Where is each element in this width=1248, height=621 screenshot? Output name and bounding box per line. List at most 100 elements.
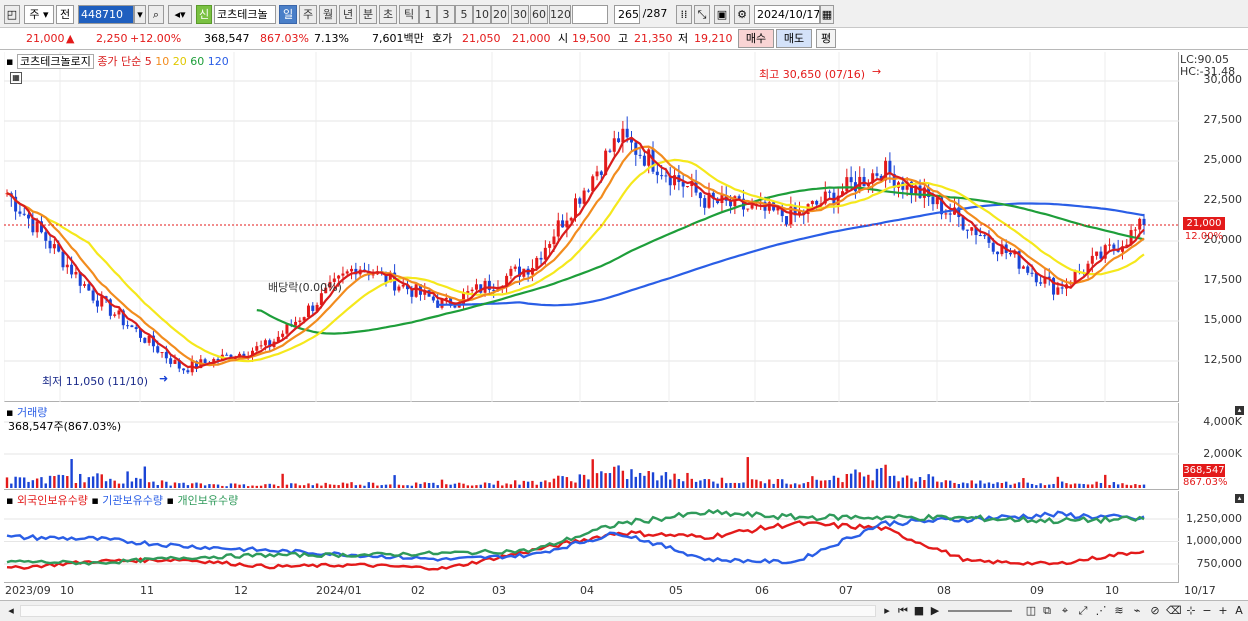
volume-bar: [122, 483, 125, 488]
interval-20[interactable]: 20: [491, 5, 509, 24]
count-input[interactable]: 265: [614, 5, 640, 24]
volume-bar: [440, 479, 444, 488]
y-tick: 750,000: [1196, 557, 1243, 570]
interval-custom-input[interactable]: [572, 5, 608, 24]
save-icon[interactable]: ▣: [714, 5, 730, 24]
interval-60[interactable]: 60: [530, 5, 548, 24]
speaker-icon[interactable]: ◂▾: [168, 5, 192, 24]
close-pane-icon[interactable]: ▴: [1235, 406, 1244, 415]
volume-bar: [742, 482, 745, 488]
candle-body: [1090, 255, 1094, 264]
ma120-line: [437, 202, 1145, 307]
scroll-right-icon[interactable]: ▸: [884, 604, 890, 617]
period-day[interactable]: 일: [279, 5, 297, 24]
sell-button[interactable]: 매도: [776, 29, 812, 48]
date-input[interactable]: 2024/10/17: [754, 5, 820, 24]
avg-button[interactable]: 평: [816, 29, 836, 48]
volume-bar: [173, 482, 177, 488]
volume-bar: [1060, 481, 1064, 488]
font-size-icon[interactable]: A: [1235, 604, 1243, 617]
volume-bar: [96, 473, 99, 488]
cursor-icon[interactable]: ⌖: [1061, 604, 1069, 617]
zoom-in-icon[interactable]: +: [1218, 604, 1228, 617]
interval-120[interactable]: 120: [549, 5, 571, 24]
copy-icon[interactable]: ⧉: [1043, 604, 1051, 617]
volume-bar: [888, 476, 892, 488]
period-week[interactable]: 주: [299, 5, 317, 24]
stock-code-input[interactable]: 448710: [78, 5, 134, 24]
grid-icon[interactable]: ⁞⁞: [676, 5, 692, 24]
candle-body: [737, 196, 741, 199]
volume-bar: [832, 475, 836, 488]
eraser-icon[interactable]: ⌫: [1166, 604, 1182, 617]
volume-bar: [811, 476, 814, 488]
candle-body: [845, 177, 849, 192]
low-arrow-icon: ➜: [159, 372, 169, 385]
table-toggle-icon[interactable]: ▦: [10, 72, 22, 84]
rewind-icon[interactable]: ⏮: [898, 604, 908, 617]
volume-pct: 867.03%: [260, 32, 309, 45]
volume-bar: [656, 480, 659, 488]
draw-icon[interactable]: ⤡: [694, 5, 710, 24]
zoom-box-icon[interactable]: ◫: [1025, 604, 1037, 617]
zoom-out-icon[interactable]: −: [1202, 604, 1212, 617]
stop-icon[interactable]: ■: [913, 604, 925, 617]
interval-5[interactable]: 5: [455, 5, 473, 24]
ma-60: 60: [190, 55, 205, 68]
volume-pane[interactable]: ▪ 거래량 368,547주(867.03%): [4, 403, 1179, 490]
volume-bar: [849, 473, 853, 488]
volume-bar: [238, 484, 241, 488]
line-icon[interactable]: ⤢: [1078, 604, 1088, 617]
text-icon[interactable]: ⌁: [1133, 604, 1141, 617]
scroll-track[interactable]: [20, 605, 876, 617]
volume-bar: [750, 479, 754, 488]
interval-3[interactable]: 3: [437, 5, 455, 24]
candle-body: [57, 244, 61, 252]
price-pane[interactable]: ▪ 코츠테크놀로지 종가 단순 5 10 20 60 120 ▦ 최고 30,6…: [4, 52, 1179, 402]
candle-body: [836, 195, 840, 206]
trend-icon[interactable]: ⋰: [1095, 604, 1107, 617]
candle-body: [565, 220, 569, 228]
ellipse-icon[interactable]: ⊘: [1150, 604, 1160, 617]
crosshair-icon[interactable]: ⊹: [1186, 604, 1196, 617]
period-minute[interactable]: 분: [359, 5, 377, 24]
period-tick[interactable]: 틱: [399, 5, 419, 24]
scroll-left-icon[interactable]: ◂: [8, 604, 14, 617]
interval-10[interactable]: 10: [473, 5, 491, 24]
candle-body: [466, 291, 470, 293]
candle-body: [462, 292, 466, 304]
candle-body: [177, 360, 181, 369]
period-year[interactable]: 년: [339, 5, 357, 24]
price-axis: LC:90.05 HC:-31.48 30,000 27,500 25,000 …: [1180, 52, 1248, 402]
buy-button[interactable]: 매수: [738, 29, 774, 48]
volume-bar: [957, 484, 961, 488]
interval-30[interactable]: 30: [511, 5, 529, 24]
candle-body: [871, 173, 875, 184]
speed-slider[interactable]: [948, 610, 1012, 612]
holdings-pane[interactable]: ▪ 외국인보유수량 ▪ 기관보유수량 ▪ 개인보유수량: [4, 491, 1179, 583]
volume-bar: [875, 468, 879, 488]
calendar-icon[interactable]: ▦: [820, 5, 834, 24]
volume-bar: [535, 484, 538, 488]
play-icon[interactable]: ▶: [930, 604, 940, 617]
volume-bar: [996, 482, 999, 488]
candle-body: [1026, 266, 1030, 273]
volume-bar: [514, 480, 517, 488]
fib-icon[interactable]: ≋: [1114, 604, 1124, 617]
period-second[interactable]: 초: [379, 5, 397, 24]
gear-icon[interactable]: ⚙: [734, 5, 750, 24]
close-pane-icon[interactable]: ▴: [1235, 494, 1244, 503]
x-tick: 11: [140, 584, 154, 597]
candle-body: [195, 361, 198, 369]
volume-bar: [746, 457, 749, 488]
period-month[interactable]: 월: [319, 5, 337, 24]
prev-button[interactable]: 전: [56, 5, 74, 24]
search-icon[interactable]: ⌕: [148, 5, 164, 24]
code-dropdown-icon[interactable]: ▾: [134, 5, 146, 24]
volume-bar: [608, 473, 612, 488]
interval-1[interactable]: 1: [419, 5, 437, 24]
volume-bar: [264, 484, 267, 488]
volume-bar: [552, 478, 556, 488]
market-select[interactable]: 주 ▾: [24, 5, 54, 24]
layout-icon[interactable]: ◰: [4, 5, 20, 24]
